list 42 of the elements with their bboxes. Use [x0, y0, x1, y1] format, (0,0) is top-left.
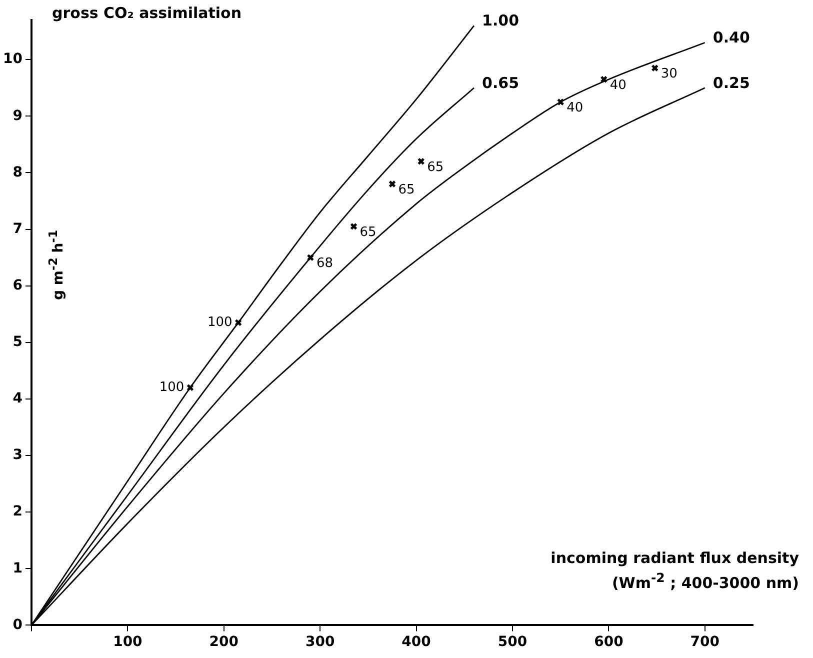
point	[306, 254, 314, 262]
point	[651, 64, 659, 72]
y-tick-label: 6	[12, 277, 22, 294]
annotation: 40	[610, 78, 626, 93]
x-tick-label: 600	[594, 634, 624, 650]
chart-title: gross CO₂ assimilation	[52, 4, 242, 22]
annotation: 65	[427, 160, 444, 175]
x-tick-label: 400	[402, 634, 432, 650]
x-axis-title: incoming radiant flux density (Wm$^{-2}$ ; 400-3000 nm)	[550, 548, 799, 593]
y-tick-label: 10	[3, 51, 23, 68]
y-tick-label: 4	[12, 390, 23, 407]
y-tick-label: 9	[12, 108, 22, 124]
series-label: 1.00	[482, 12, 520, 30]
y-tick-label: 7	[12, 220, 22, 237]
series-label: 0.65	[482, 74, 520, 92]
annotation: 65	[398, 182, 415, 198]
annotation: 68	[316, 256, 334, 271]
point	[350, 222, 358, 230]
point	[417, 158, 425, 166]
series-label: 0.25	[712, 74, 750, 92]
annotation: 100	[207, 314, 232, 330]
x-tick-label: 200	[209, 634, 239, 650]
point	[556, 98, 564, 106]
annotation: 100	[159, 380, 184, 396]
x-tick-label: 100	[113, 634, 143, 650]
annotation: 65	[360, 224, 376, 240]
y-tick-label: 5	[12, 334, 22, 350]
point	[600, 76, 608, 84]
point	[388, 180, 396, 188]
y-tick-label: 1	[12, 560, 22, 576]
point	[186, 384, 194, 392]
x-tick-label: 700	[690, 634, 720, 650]
annotation: 30	[660, 66, 678, 82]
y-tick-label: 8	[12, 164, 22, 180]
y-tick-label: 2	[12, 504, 22, 520]
series-label: 0.40	[712, 28, 750, 47]
y-tick-label: 3	[12, 447, 22, 464]
annotation: 40	[566, 100, 584, 116]
y-tick-label: 0	[12, 616, 23, 633]
x-tick-label: 500	[498, 634, 528, 650]
point	[234, 318, 242, 326]
x-tick-label: 300	[305, 634, 335, 650]
